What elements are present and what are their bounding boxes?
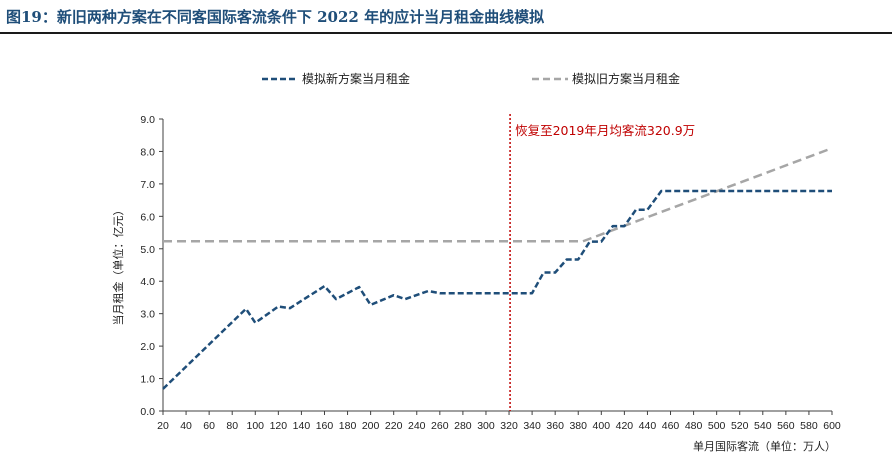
x-tick-label: 240 — [408, 420, 426, 432]
x-tick-label: 220 — [385, 420, 403, 432]
y-tick-label: 1.0 — [140, 374, 155, 386]
y-tick-label: 8.0 — [140, 146, 155, 158]
figure-header: 图19：新旧两种方案在不同客国际客流条件下 2022 年的应计当月租金曲线模拟 — [0, 0, 892, 34]
figure-title: 图19：新旧两种方案在不同客国际客流条件下 2022 年的应计当月租金曲线模拟 — [6, 8, 545, 26]
annotation-layer: 恢复至2019年月均客流320.9万 — [509, 114, 695, 411]
y-tick-label: 9.0 — [140, 114, 155, 126]
x-tick-label: 420 — [616, 420, 634, 432]
series-layer — [162, 147, 833, 390]
chart-legend: 模拟新方案当月租金 模拟旧方案当月租金 — [262, 71, 680, 86]
x-tick-label: 140 — [293, 420, 311, 432]
x-tick-label: 380 — [569, 420, 587, 432]
x-tick-label: 80 — [226, 420, 238, 432]
x-tick-label: 460 — [662, 420, 680, 432]
y-axis-title: 当月租金（单位：亿元） — [111, 205, 125, 326]
x-tick-label: 280 — [454, 420, 472, 432]
x-tick-label: 580 — [800, 420, 818, 432]
y-tick-label: 5.0 — [140, 244, 155, 256]
legend-old-plan-label: 模拟旧方案当月租金 — [572, 71, 680, 86]
x-tick-label: 300 — [477, 420, 495, 432]
y-tick-label: 6.0 — [140, 211, 155, 223]
x-tick-label: 560 — [777, 420, 795, 432]
y-tick-label: 3.0 — [140, 309, 155, 321]
y-tick-label: 4.0 — [140, 276, 155, 288]
x-tick-label: 200 — [362, 420, 380, 432]
x-tick-label: 400 — [593, 420, 611, 432]
x-tick-label: 100 — [247, 420, 265, 432]
x-tick-label: 520 — [731, 420, 749, 432]
x-tick-label: 500 — [708, 420, 726, 432]
x-tick-label: 20 — [157, 420, 169, 432]
annotation-label: 恢复至2019年月均客流320.9万 — [515, 123, 695, 138]
series-old-plan-line — [163, 147, 833, 243]
y-tick-label: 2.0 — [140, 341, 155, 353]
x-axis-title: 单月国际客流（单位：万人） — [693, 439, 836, 453]
x-tick-label: 540 — [754, 420, 772, 432]
x-tick-label: 440 — [639, 420, 657, 432]
x-tick-label: 120 — [270, 420, 288, 432]
x-tick-label: 340 — [523, 420, 541, 432]
y-tick-label: 7.0 — [140, 179, 155, 191]
x-tick-label: 160 — [316, 420, 334, 432]
x-tick-label: 480 — [685, 420, 703, 432]
x-tick-label: 40 — [180, 420, 192, 432]
x-tick-label: 260 — [431, 420, 449, 432]
axes: 0.0 1.0 2.0 3.0 4.0 5.0 6.0 7.0 8.0 9.0 20 40 60 80 10… — [140, 114, 841, 432]
series-new-plan-line — [162, 189, 832, 390]
x-tick-label: 360 — [546, 420, 564, 432]
x-tick-label: 600 — [823, 420, 841, 432]
x-tick-label: 180 — [339, 420, 357, 432]
y-tick-label: 0.0 — [140, 406, 155, 418]
legend-new-plan-label: 模拟新方案当月租金 — [302, 71, 410, 86]
x-tick-label: 320 — [500, 420, 518, 432]
x-tick-label: 60 — [203, 420, 215, 432]
